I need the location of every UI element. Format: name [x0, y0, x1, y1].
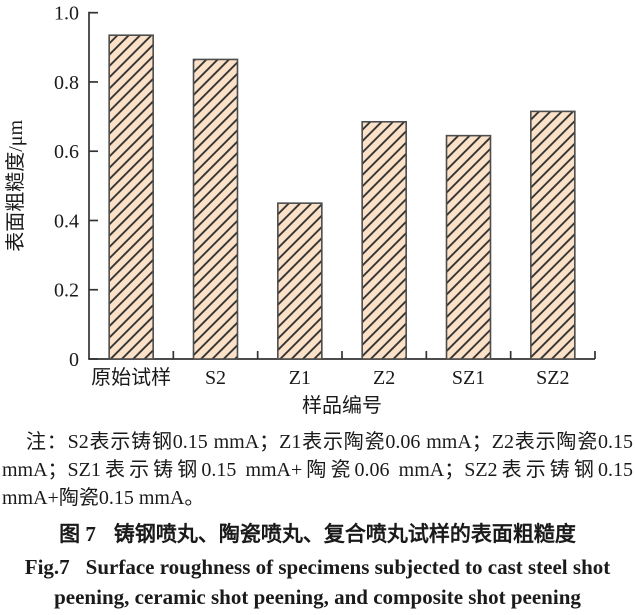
bar-S2 — [192, 58, 239, 360]
x-category-label: Z2 — [373, 367, 395, 389]
chart-dynamic-layer: 0 0.2 0.4 0.6 0.8 1.0 原始试样 S2 Z1 Z2 SZ1 SZ2 样品编号 表面粗糙… — [4, 3, 596, 417]
caption-en-line2: peening, ceramic shot peening, and compo… — [54, 585, 581, 609]
caption-en-label: Fig.7 — [24, 555, 70, 579]
caption-zh-text: 铸钢喷丸、陶瓷喷丸、复合喷丸试样的表面粗糙度 — [113, 522, 576, 546]
y-tick-label: 0 — [69, 349, 79, 371]
x-category-label: Z1 — [289, 367, 311, 389]
y-tick-label: 0.8 — [54, 72, 79, 94]
note-prefix: 注： — [26, 431, 68, 453]
caption-zh: 图 7 铸钢喷丸、陶瓷喷丸、复合喷丸试样的表面粗糙度 — [0, 519, 635, 549]
bar-Z2 — [361, 120, 407, 360]
x-category-label: SZ1 — [452, 367, 485, 389]
y-axis-title: 表面粗糙度/μm — [4, 119, 27, 251]
bar-Z1 — [277, 202, 323, 360]
x-axis-title: 样品编号 — [302, 394, 382, 417]
chart-area: 0 0.2 0.4 0.6 0.8 1.0 原始试样 S2 Z1 Z2 SZ1 SZ2 样品编号 表面粗糙… — [4, 3, 596, 417]
bar-原始试样 — [108, 34, 154, 360]
note-body: S2表示铸钢0.15 mmA；Z1表示陶瓷0.06 mmA；Z2表示陶瓷0.15… — [2, 431, 634, 509]
caption-en-line1: Fig.7 Surface roughness of specimens subj… — [0, 552, 635, 582]
bar-SZ1 — [445, 134, 492, 360]
x-category-label: SZ2 — [536, 367, 569, 389]
note-text: 注：S2表示铸钢0.15 mmA；Z1表示陶瓷0.06 mmA；Z2表示陶瓷0.… — [2, 428, 633, 512]
caption-en-text1: Surface roughness of specimens subjected… — [85, 555, 611, 579]
y-tick-label: 0.4 — [54, 210, 79, 232]
caption-zh-label: 图 7 — [59, 522, 96, 546]
bar-chart: 0 0.2 0.4 0.6 0.8 1.0 原始试样 S2 Z1 Z2 SZ1 SZ2 样品编号 表面粗糙… — [4, 3, 596, 417]
y-tick-label: 0.6 — [54, 141, 79, 163]
bar-SZ2 — [530, 110, 576, 360]
x-category-label: S2 — [205, 367, 226, 389]
y-tick-label: 0.2 — [54, 280, 79, 302]
y-tick-label: 1.0 — [54, 3, 79, 25]
x-category-label: 原始试样 — [91, 366, 171, 389]
caption-en: Fig.7 Surface roughness of specimens subj… — [0, 552, 635, 612]
